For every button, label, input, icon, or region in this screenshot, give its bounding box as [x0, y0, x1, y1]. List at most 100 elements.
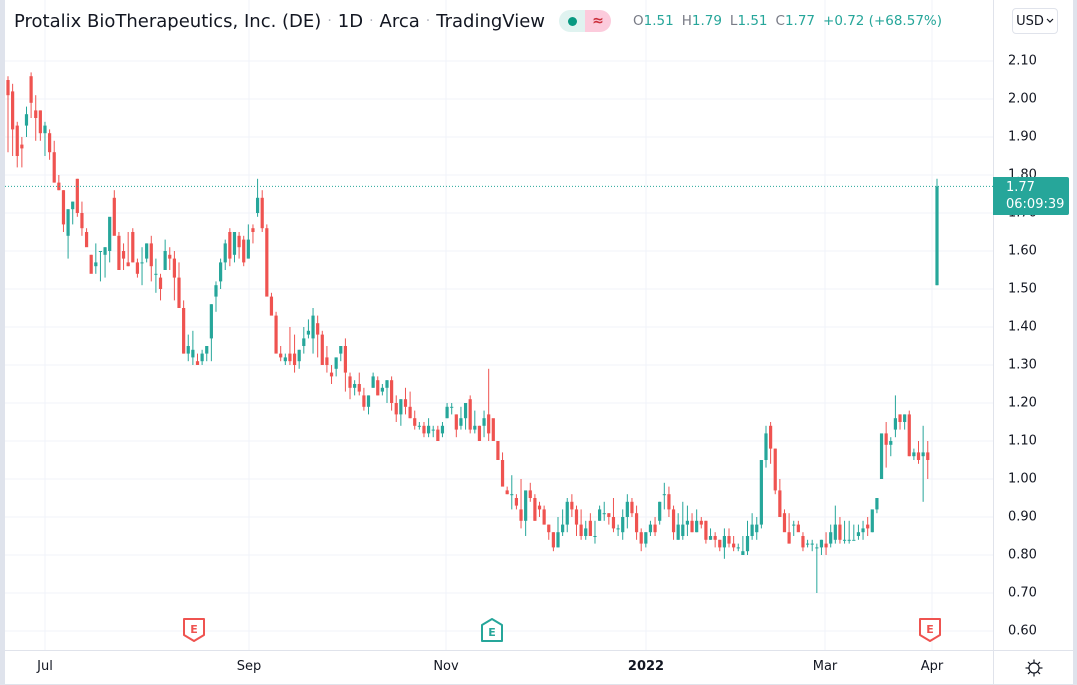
candle: [47, 129, 52, 160]
candle: [879, 433, 884, 479]
candle: [135, 258, 140, 278]
candle: [473, 410, 477, 434]
earnings-marker-past-miss[interactable]: E: [183, 618, 205, 642]
candle: [903, 414, 907, 430]
candle: [75, 178, 79, 217]
chart-legend-header: Protalix BioTherapeutics, Inc. (DE) · 1D…: [14, 9, 942, 33]
candle: [889, 437, 893, 457]
time-axis[interactable]: Jul Sep Nov 2022 Mar Apr: [5, 650, 993, 685]
candle: [117, 232, 121, 270]
candle: [320, 330, 324, 365]
candle: [15, 121, 19, 168]
candle: [292, 334, 297, 373]
price-tick: 1.30: [1008, 357, 1037, 373]
candle: [251, 224, 255, 244]
chart-settings-button[interactable]: [993, 650, 1074, 685]
candle: [907, 410, 911, 457]
market-open-indicator[interactable]: [559, 10, 585, 32]
candle: [477, 425, 482, 441]
price-tick: 1.00: [1008, 471, 1037, 487]
svg-text:E: E: [926, 623, 934, 636]
currency-dropdown[interactable]: USD: [1012, 8, 1058, 34]
candle: [436, 425, 440, 441]
candle: [302, 327, 306, 354]
left-panel-edge: [0, 0, 5, 685]
open-label: O: [633, 13, 644, 29]
candle: [297, 349, 301, 369]
candle: [634, 505, 639, 540]
high-value: 1.79: [691, 13, 722, 29]
symbol-name[interactable]: Protalix BioTherapeutics, Inc. (DE): [14, 10, 322, 32]
candle: [131, 228, 135, 263]
candle: [829, 524, 833, 548]
candle: [695, 509, 699, 533]
earnings-marker-past-beat[interactable]: E: [481, 618, 503, 642]
candle: [732, 536, 736, 552]
gear-icon: [1025, 659, 1043, 676]
market-status-chip[interactable]: ≈: [559, 10, 611, 32]
separator: ·: [369, 13, 374, 29]
candle: [607, 513, 611, 525]
close-label: C: [775, 13, 785, 29]
candle: [385, 380, 389, 403]
candle: [288, 327, 292, 365]
candle: [145, 243, 149, 263]
candle: [671, 505, 676, 540]
candle: [362, 387, 366, 411]
candle: [237, 232, 241, 259]
candle: [561, 509, 565, 536]
candle: [565, 498, 569, 533]
candle: [463, 403, 468, 430]
candle: [704, 520, 708, 544]
candle: [84, 228, 89, 248]
candle: [644, 532, 648, 548]
candle: [311, 308, 315, 354]
candle: [191, 330, 195, 365]
candle: [778, 479, 782, 517]
candle: [653, 517, 657, 536]
earnings-marker-upcoming[interactable]: E: [919, 618, 941, 642]
candle: [172, 251, 176, 301]
candle: [625, 494, 629, 529]
candle: [718, 539, 722, 552]
candle: [158, 273, 163, 301]
candle: [533, 494, 537, 521]
candle: [279, 346, 283, 362]
delayed-data-indicator[interactable]: ≈: [585, 10, 611, 32]
candle: [819, 539, 824, 555]
candle: [339, 346, 343, 362]
close-value: 1.77: [784, 13, 816, 29]
candle: [200, 349, 204, 365]
candle: [149, 235, 153, 282]
candle: [519, 479, 523, 529]
source-label: TradingView: [436, 10, 545, 32]
candle: [80, 201, 84, 236]
price-axis[interactable]: 2.102.001.901.801.701.601.501.401.301.20…: [993, 0, 1074, 650]
candle: [316, 315, 320, 358]
candle: [89, 254, 93, 274]
candle: [505, 486, 509, 495]
candle: [255, 178, 260, 217]
price-tick: 1.40: [1008, 319, 1037, 335]
candle: [399, 399, 403, 426]
candle: [856, 524, 861, 540]
candle: [921, 425, 925, 502]
candle: [699, 517, 703, 529]
candle: [574, 505, 579, 536]
candle: [514, 494, 519, 510]
candle: [852, 524, 856, 541]
candle: [357, 372, 361, 396]
candle: [741, 536, 745, 555]
candle: [838, 517, 842, 544]
candle: [121, 243, 126, 270]
candle: [450, 403, 454, 415]
candle: [426, 418, 431, 438]
interval-label[interactable]: 1D: [337, 10, 364, 32]
candle: [769, 422, 773, 464]
candle: [246, 224, 250, 259]
separator: ·: [327, 13, 332, 29]
candle: [329, 365, 334, 384]
candle: [371, 372, 375, 388]
